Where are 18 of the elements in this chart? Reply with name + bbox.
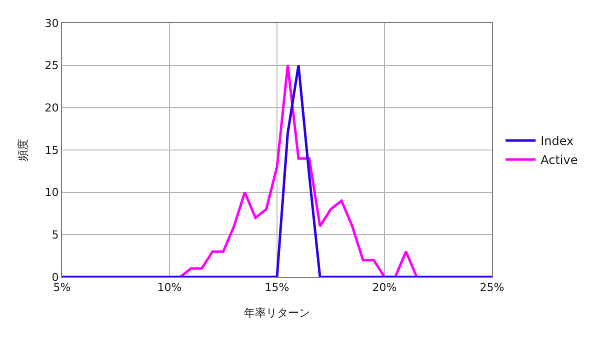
x-tick-label: 15% bbox=[264, 281, 290, 294]
y-tick-label: 20 bbox=[44, 102, 59, 115]
x-tick-label: 5% bbox=[53, 281, 71, 294]
x-axis-title: 年率リターン bbox=[244, 306, 310, 320]
x-tick-label: 25% bbox=[480, 281, 504, 294]
line-series bbox=[62, 64, 492, 277]
line-series bbox=[179, 64, 418, 277]
y-tick-label: 10 bbox=[44, 186, 59, 200]
x-tick-label: 20% bbox=[372, 281, 397, 294]
y-tick-label: 5 bbox=[52, 228, 59, 242]
legend-label: Index bbox=[540, 134, 574, 148]
y-tick-label: 25 bbox=[44, 59, 59, 72]
legend-label: Active bbox=[540, 153, 578, 168]
y-tick-label: 0 bbox=[52, 270, 59, 284]
y-tick-label: 15 bbox=[44, 144, 59, 157]
y-tick-label: 30 bbox=[44, 16, 59, 30]
y-axis-title: 頻度 bbox=[16, 139, 30, 161]
x-tick-label: 10% bbox=[157, 281, 182, 294]
